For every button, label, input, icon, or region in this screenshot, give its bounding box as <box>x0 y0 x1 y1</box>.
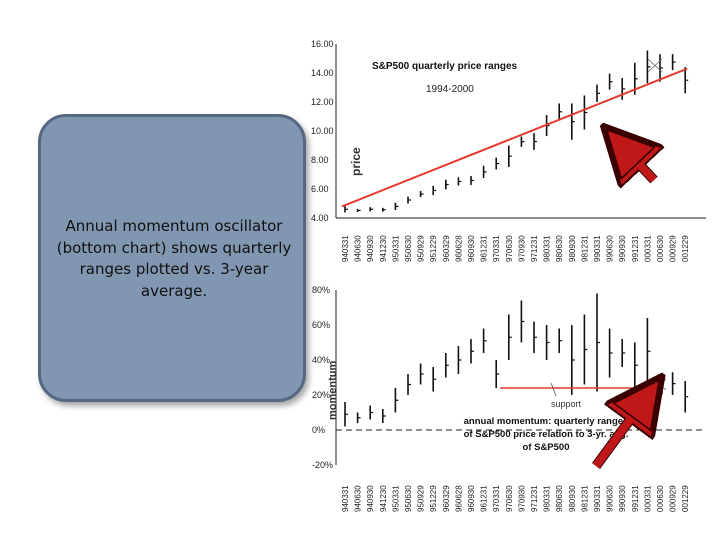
price-x-tick: 990630 <box>606 235 615 262</box>
price-x-tick: 950331 <box>391 235 400 262</box>
price-y-axis-label: price <box>349 147 363 176</box>
momentum-x-tick: 980930 <box>568 485 577 512</box>
price-chart: 16.00 14.00 12.00 10.00 8.00 6.00 4.00 940331 9… <box>311 39 706 262</box>
price-y-tick: 6.00 <box>311 184 329 194</box>
momentum-x-tick: 001229 <box>681 485 690 512</box>
price-x-tick: 990930 <box>618 235 627 262</box>
price-x-tick: 940630 <box>354 235 363 262</box>
momentum-x-tick: 971231 <box>530 485 539 512</box>
momentum-x-tick: 970630 <box>505 485 514 512</box>
price-y-tick: 16.00 <box>311 39 334 49</box>
top-arrow <box>622 146 657 183</box>
momentum-y-tick: 40% <box>312 355 330 365</box>
price-x-tick: 961231 <box>480 235 489 262</box>
momentum-x-tick: 961231 <box>480 485 489 512</box>
momentum-x-tick: 981231 <box>580 485 589 512</box>
momentum-x-tick: 940331 <box>341 485 350 512</box>
momentum-y-axis-label: momentum <box>327 361 339 421</box>
price-x-tick: 970930 <box>517 235 526 262</box>
price-x-tick: 960628 <box>454 235 463 262</box>
momentum-y-tick: 60% <box>312 320 330 330</box>
momentum-x-tick: 950630 <box>404 485 413 512</box>
price-x-tick: 971231 <box>530 235 539 262</box>
price-x-mark-b <box>647 58 663 73</box>
price-x-tick: 960329 <box>442 235 451 262</box>
momentum-x-tick: 980331 <box>543 485 552 512</box>
momentum-title-box: annual momentum: quarterly ranges of S&P… <box>463 416 629 453</box>
momentum-chart-title: annual momentum: quarterly ranges of S&P… <box>463 416 629 453</box>
price-x-tick: 980930 <box>568 235 577 262</box>
price-x-tick: 000331 <box>643 235 652 262</box>
price-x-tick: 000929 <box>669 235 678 262</box>
price-x-tick: 960930 <box>467 235 476 262</box>
momentum-y-tick: 20% <box>312 390 330 400</box>
bottom-arrow <box>592 398 646 469</box>
price-x-tick: 951229 <box>429 235 438 262</box>
price-x-tick: 950929 <box>417 235 426 262</box>
momentum-x-tick: 960628 <box>454 485 463 512</box>
callout-box <box>38 114 306 402</box>
momentum-x-tick: 940630 <box>354 485 363 512</box>
support-label: support <box>551 399 582 409</box>
momentum-x-tick: 990331 <box>593 485 602 512</box>
momentum-y-tick: 0% <box>312 425 325 435</box>
price-x-tick: 990331 <box>593 235 602 262</box>
price-x-tick: 941230 <box>379 235 388 262</box>
momentum-x-tick: 000331 <box>643 485 652 512</box>
price-x-tick: 981231 <box>580 235 589 262</box>
momentum-y-tick: -20% <box>312 460 333 470</box>
price-x-tick: 970630 <box>505 235 514 262</box>
price-x-tick: 940331 <box>341 235 350 262</box>
price-y-tick: 10.00 <box>311 126 334 136</box>
price-x-tick: 950630 <box>404 235 413 262</box>
price-x-tick: 001229 <box>681 235 690 262</box>
b-label: b <box>624 399 629 409</box>
price-x-tick: 980331 <box>543 235 552 262</box>
momentum-y-tick: 80% <box>312 285 330 295</box>
momentum-x-tick: 991231 <box>631 485 640 512</box>
momentum-x-tick: 000630 <box>656 485 665 512</box>
price-y-tick: 14.00 <box>311 68 334 78</box>
price-x-tick: 991231 <box>631 235 640 262</box>
price-y-tick: 8.00 <box>311 155 329 165</box>
momentum-x-tick: 970930 <box>517 485 526 512</box>
price-y-tick: 12.00 <box>311 97 334 107</box>
momentum-x-tick: 960930 <box>467 485 476 512</box>
momentum-x-tick: 950331 <box>391 485 400 512</box>
momentum-x-tick: 960329 <box>442 485 451 512</box>
price-x-tick: 940930 <box>366 235 375 262</box>
price-x-tick: 000630 <box>656 235 665 262</box>
callout-text: Annual momentum oscillator (bottom chart… <box>56 217 292 300</box>
price-trend-line <box>341 67 688 208</box>
momentum-x-tick: 941230 <box>379 485 388 512</box>
momentum-x-tick: 940930 <box>366 485 375 512</box>
support-leader <box>550 382 557 397</box>
price-y-tick: 4.00 <box>311 213 329 223</box>
momentum-x-tick: 970331 <box>492 485 501 512</box>
momentum-x-tick: 951229 <box>429 485 438 512</box>
momentum-x-tick: 990930 <box>618 485 627 512</box>
price-chart-subtitle: 1994-2000 <box>426 84 474 95</box>
price-chart-title: S&P500 quarterly price ranges <box>372 61 518 72</box>
momentum-x-tick: 990630 <box>606 485 615 512</box>
price-x-tick: 980630 <box>555 235 564 262</box>
momentum-x-tick: 980630 <box>555 485 564 512</box>
momentum-x-tick: 000929 <box>669 485 678 512</box>
momentum-x-tick: 950929 <box>417 485 426 512</box>
momentum-chart: 80% 60% 40% 20% 0% -20% 940331 940630 940930 941… <box>312 285 706 512</box>
price-x-tick: 970331 <box>492 235 501 262</box>
